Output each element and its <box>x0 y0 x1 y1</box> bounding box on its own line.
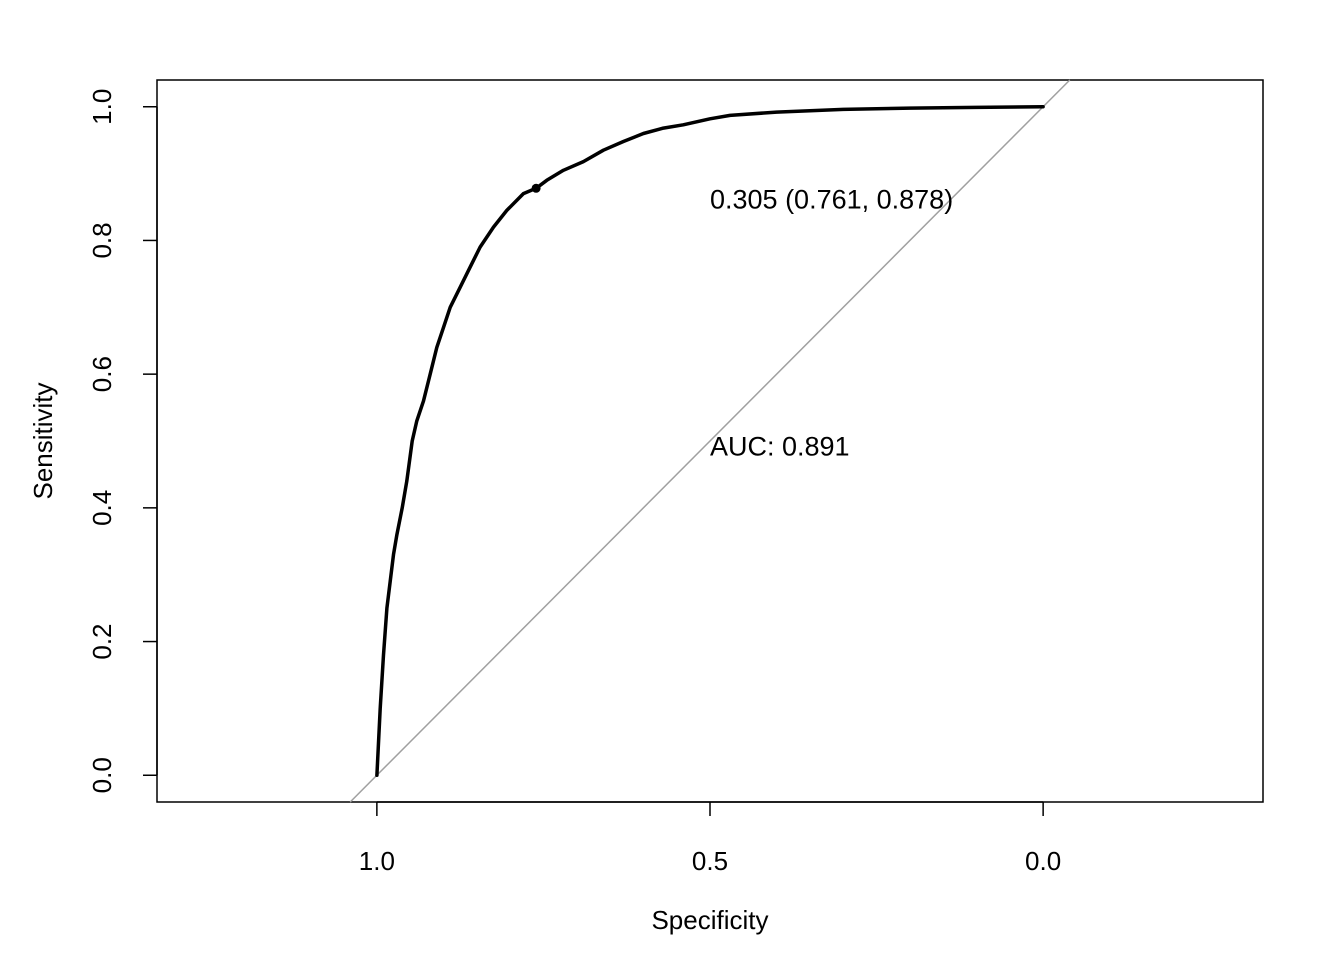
x-axis: 1.0 0.5 0.0 <box>359 801 1061 876</box>
y-tick-label: 0.4 <box>87 490 117 526</box>
x-tick-label: 0.5 <box>692 846 728 876</box>
y-tick-label: 0.2 <box>87 623 117 659</box>
x-axis-label: Specificity <box>651 905 768 935</box>
annotation-label: 0.305 (0.761, 0.878) <box>710 184 953 214</box>
roc-curve <box>375 104 1045 778</box>
annotation-label: AUC: 0.891 <box>710 432 850 462</box>
y-axis: 0.0 0.2 0.4 0.6 0.8 1.0 <box>87 89 158 793</box>
x-tick-label: 0.0 <box>1025 846 1061 876</box>
annotations: 0.305 (0.761, 0.878) AUC: 0.891 <box>710 184 953 461</box>
y-tick-label: 1.0 <box>87 89 117 125</box>
y-tick-label: 0.0 <box>87 757 117 793</box>
reference-diagonal-line <box>349 79 1071 803</box>
y-axis-label: Sensitivity <box>28 382 58 499</box>
x-tick-label: 1.0 <box>359 846 395 876</box>
y-tick-label: 0.6 <box>87 356 117 392</box>
threshold-point <box>531 183 541 193</box>
y-tick-label: 0.8 <box>87 222 117 258</box>
